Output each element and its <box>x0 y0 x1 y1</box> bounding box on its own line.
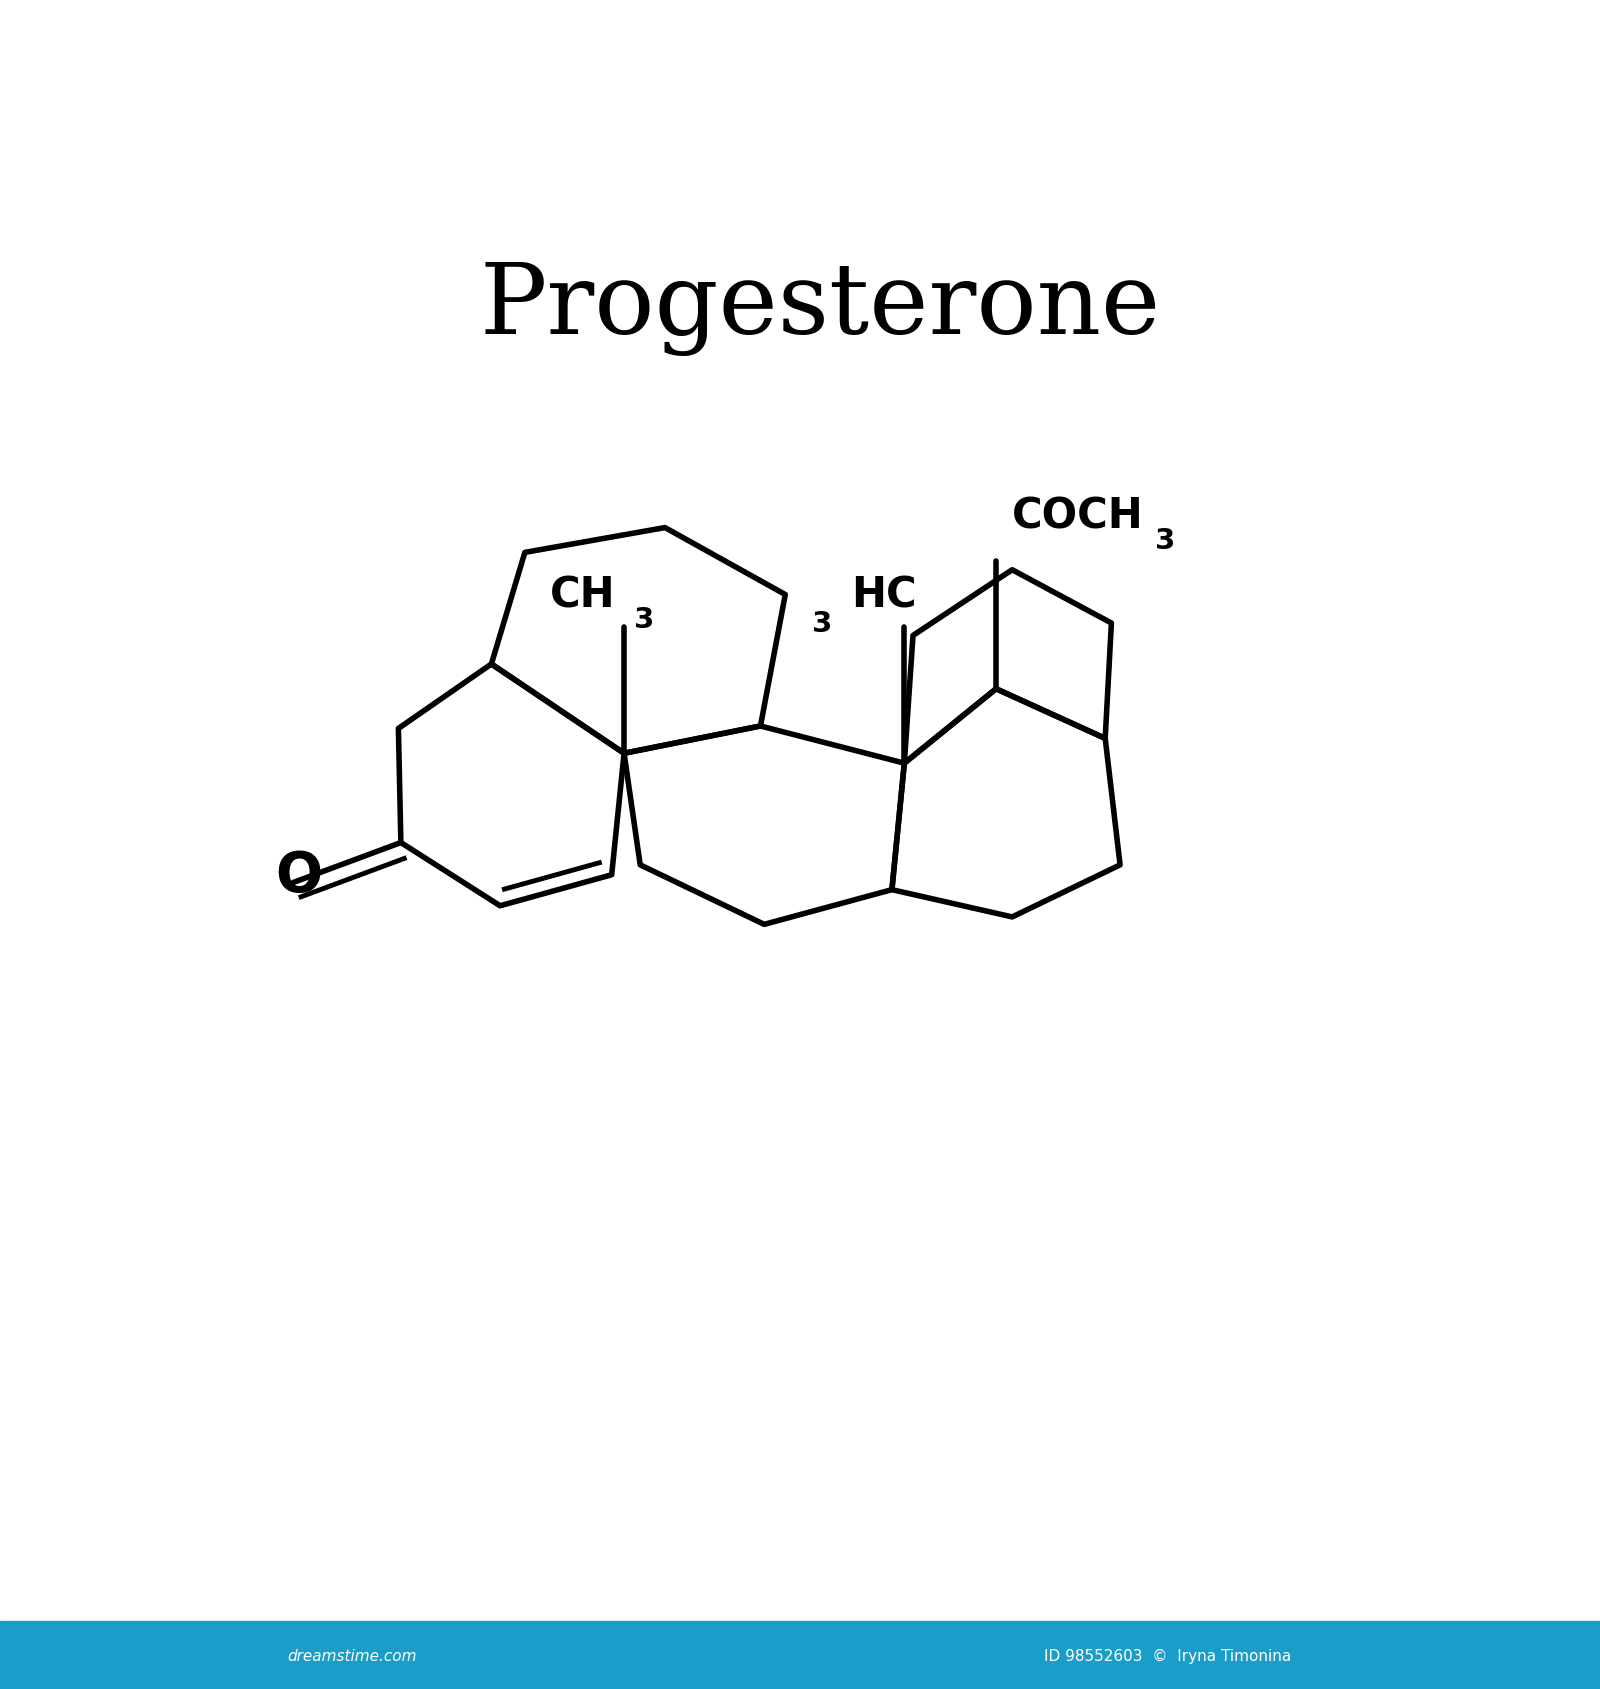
Text: O: O <box>275 848 323 902</box>
Text: 3: 3 <box>634 606 654 633</box>
Text: dreamstime.com: dreamstime.com <box>288 1648 416 1662</box>
Text: Progesterone: Progesterone <box>480 260 1160 356</box>
Text: 3: 3 <box>813 610 832 638</box>
Text: CH: CH <box>550 574 616 616</box>
Text: COCH: COCH <box>1013 495 1144 537</box>
Text: HC: HC <box>851 574 917 616</box>
Text: 3: 3 <box>1155 527 1174 554</box>
Text: ID 98552603  ©  Iryna Timonina: ID 98552603 © Iryna Timonina <box>1045 1648 1291 1662</box>
